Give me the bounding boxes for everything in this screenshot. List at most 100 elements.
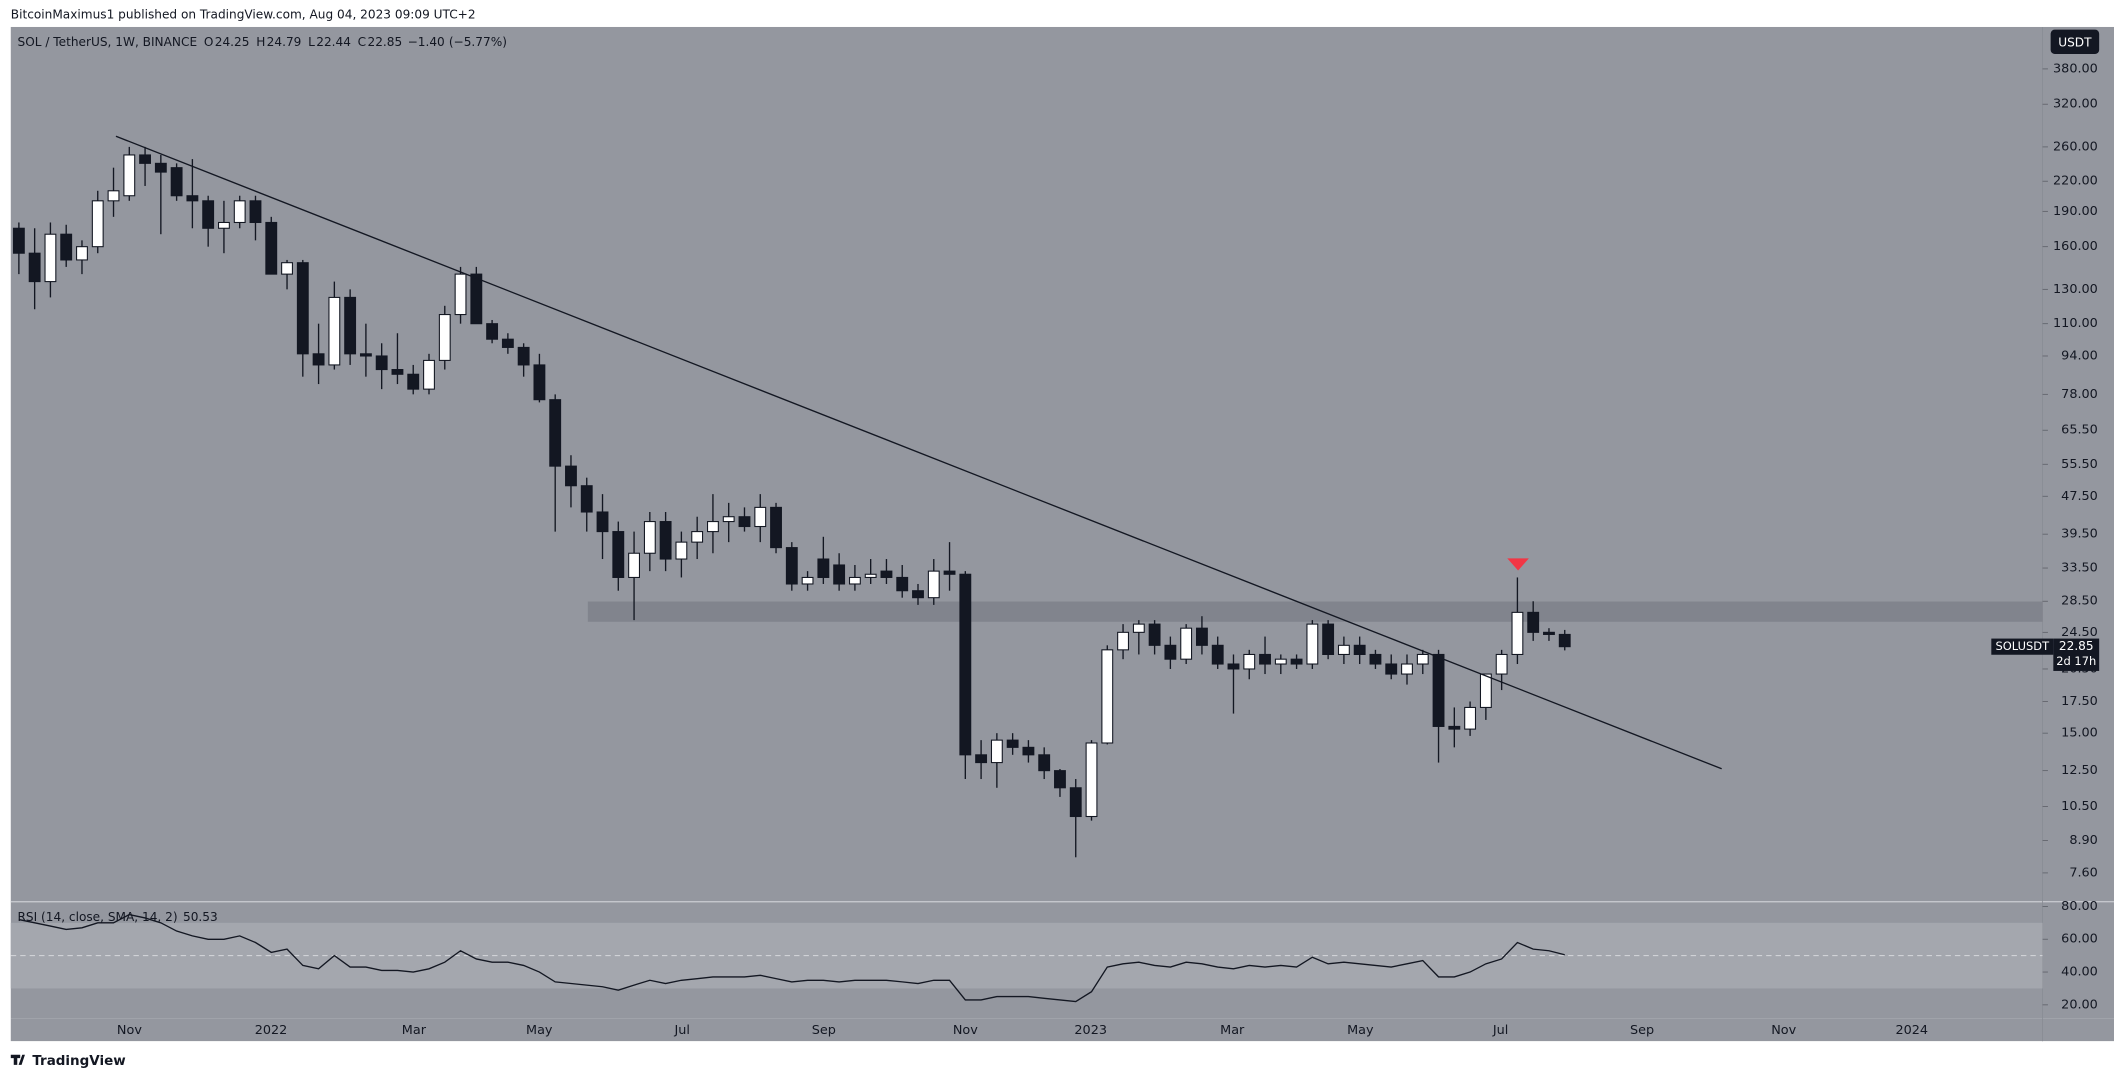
candle-body: [107, 190, 120, 202]
candle-body: [1211, 644, 1224, 665]
candle-body: [1132, 623, 1145, 633]
candle-body: [707, 521, 719, 533]
candle-body: [517, 346, 530, 366]
candle-body: [959, 573, 972, 756]
candle-body: [281, 262, 293, 275]
candle-body: [833, 564, 846, 585]
candle-body: [1274, 658, 1287, 665]
candle-body: [154, 162, 167, 173]
price-axis: [2042, 26, 2114, 1019]
candle-body: [880, 570, 893, 578]
y-tick-label: 190.00: [2053, 204, 2098, 219]
y-tick-label: 8.90: [2069, 833, 2097, 848]
rejection-arrow: [1507, 558, 1529, 571]
header-bar: [0, 0, 2114, 27]
y-tick-label: 33.50: [2061, 561, 2098, 576]
candle-body: [754, 506, 767, 528]
candle-body: [375, 355, 388, 371]
time-axis: [10, 1018, 2114, 1042]
candle-body: [344, 296, 357, 355]
candle-body: [848, 576, 861, 585]
rsi-y-tick-label: 80.00: [2061, 899, 2098, 914]
candle-body: [1416, 653, 1429, 665]
candle-body: [1464, 706, 1477, 730]
rsi-y-tick-label: 60.00: [2061, 932, 2098, 947]
legend-change: −1.40: [408, 34, 445, 48]
candle-body: [1180, 627, 1193, 660]
legend: SOL / TetherUS, 1W, BINANCE O24.25 H24.79 L…: [18, 34, 507, 48]
legend-key: O: [204, 34, 214, 48]
rsi-y-tick-label: 40.00: [2061, 965, 2098, 980]
y-tick-label: 160.00: [2053, 239, 2098, 254]
y-tick-label: 78.00: [2061, 387, 2098, 402]
candle-body: [1511, 611, 1524, 655]
candle-body: [1117, 631, 1129, 651]
candle-body: [691, 531, 704, 543]
candle-body: [470, 273, 483, 325]
rsi-title: RSI (14, close, SMA, 14, 2): [18, 910, 178, 924]
x-tick-label: 2023: [1074, 1023, 1107, 1038]
candle-body: [1085, 742, 1098, 818]
candle-body: [1401, 663, 1413, 675]
candle-body: [1290, 658, 1303, 665]
candle-body: [580, 485, 593, 513]
y-tick-label: 10.50: [2061, 799, 2098, 814]
candle-body: [60, 233, 73, 261]
candle-body: [1337, 644, 1350, 655]
candle-body: [975, 754, 988, 764]
y-tick-label: 130.00: [2053, 282, 2098, 297]
x-tick-label: Nov: [1771, 1023, 1796, 1038]
candle-body: [1543, 631, 1555, 635]
candle-body: [12, 227, 25, 254]
y-tick-label: 380.00: [2053, 61, 2098, 76]
candle-body: [1069, 787, 1082, 818]
candle-body: [91, 200, 104, 248]
y-tick-label: 12.50: [2061, 763, 2098, 778]
y-tick-label: 65.50: [2061, 423, 2098, 438]
candle-body: [1527, 611, 1540, 633]
candle-body: [864, 573, 877, 578]
candle-body: [438, 314, 451, 361]
candle-body: [1196, 627, 1208, 646]
x-tick-label: May: [526, 1023, 553, 1038]
candle-body: [1227, 663, 1240, 670]
candle-body: [612, 531, 625, 578]
countdown-label: 2d 17h: [2056, 654, 2096, 668]
symbol-box: [1991, 638, 2054, 655]
x-tick-label: Sep: [812, 1023, 836, 1038]
candle-body: [1448, 725, 1461, 730]
candle-body: [659, 521, 672, 560]
legend-value: 24.79: [267, 34, 302, 48]
candle-body: [1479, 673, 1492, 708]
legend-key: C: [358, 34, 366, 48]
candle-body: [139, 154, 151, 164]
candle-body: [233, 200, 246, 224]
candle-body: [1164, 644, 1177, 660]
legend-title: SOL / TetherUS, 1W, BINANCE: [18, 34, 198, 48]
footer-brand: TradingView: [32, 1053, 125, 1069]
x-tick-label: Jul: [673, 1023, 689, 1038]
candle-body: [391, 369, 404, 375]
candle-body: [675, 541, 688, 560]
x-tick-label: 2022: [255, 1023, 288, 1038]
candle-body: [170, 167, 183, 197]
candle-body: [1243, 653, 1256, 670]
candle-body: [722, 516, 735, 523]
candle-body: [785, 547, 798, 585]
candle-body: [1353, 644, 1366, 655]
candle-body: [296, 262, 309, 355]
candle-body: [912, 590, 924, 599]
y-tick-label: 17.50: [2061, 694, 2098, 709]
candle-body: [407, 373, 420, 390]
x-tick-label: Mar: [1220, 1023, 1245, 1038]
candle-body: [1495, 653, 1508, 675]
y-tick-label: 47.50: [2061, 489, 2098, 504]
candle-body: [738, 516, 751, 528]
candle-body: [1385, 663, 1398, 675]
candle-body: [1432, 653, 1445, 727]
candle-body: [1006, 739, 1019, 748]
y-tick-label: 94.00: [2061, 348, 2098, 363]
candle-body: [1322, 623, 1335, 655]
candle-body: [328, 296, 341, 366]
